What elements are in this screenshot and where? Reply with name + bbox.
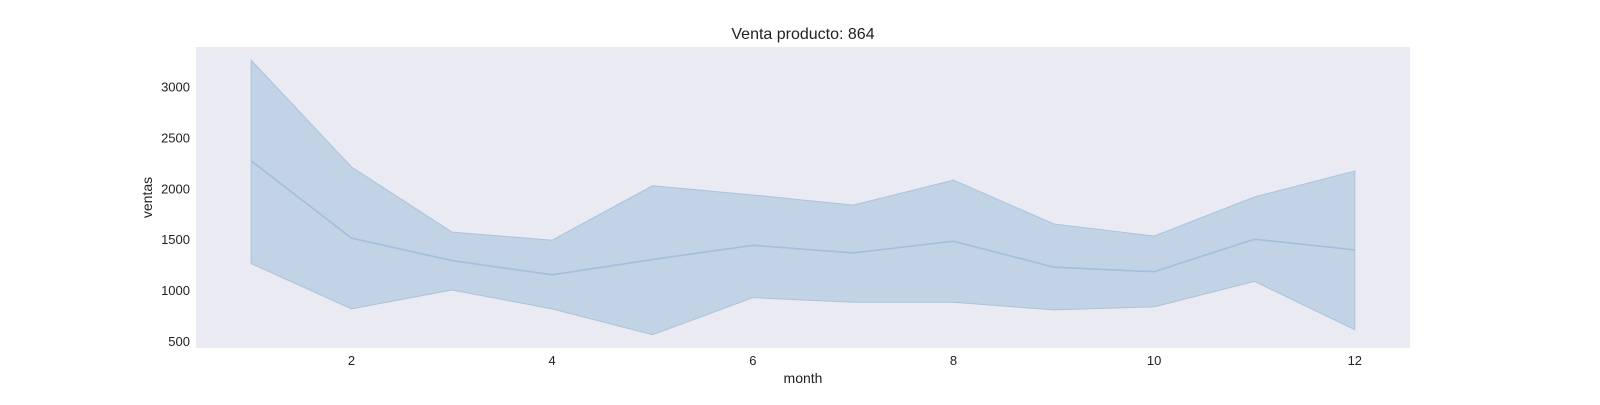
x-tick-label: 4 <box>549 353 556 368</box>
y-tick-label: 3000 <box>161 80 190 95</box>
confidence-band-layer <box>250 58 1356 336</box>
y-tick-label: 1500 <box>161 232 190 247</box>
y-tick-label: 500 <box>168 334 190 349</box>
x-tick-label: 6 <box>749 353 756 368</box>
x-tick-label: 8 <box>950 353 957 368</box>
series-line <box>250 160 1355 276</box>
y-tick-label: 2500 <box>161 131 190 146</box>
y-axis-label: ventas <box>139 177 155 218</box>
x-tick-label: 10 <box>1147 353 1161 368</box>
x-axis-label: month <box>784 370 823 386</box>
confidence-band <box>250 58 1356 336</box>
chart-title: Venta producto: 864 <box>731 26 874 43</box>
y-tick-label: 2000 <box>161 181 190 196</box>
x-axis-ticks: 2 4 6 8 10 12 <box>348 353 1362 368</box>
y-axis-ticks: 500 1000 1500 2000 2500 3000 <box>161 80 190 349</box>
x-tick-label: 2 <box>348 353 355 368</box>
series-line-layer <box>250 160 1355 276</box>
y-tick-label: 1000 <box>161 283 190 298</box>
x-tick-label: 12 <box>1348 353 1362 368</box>
